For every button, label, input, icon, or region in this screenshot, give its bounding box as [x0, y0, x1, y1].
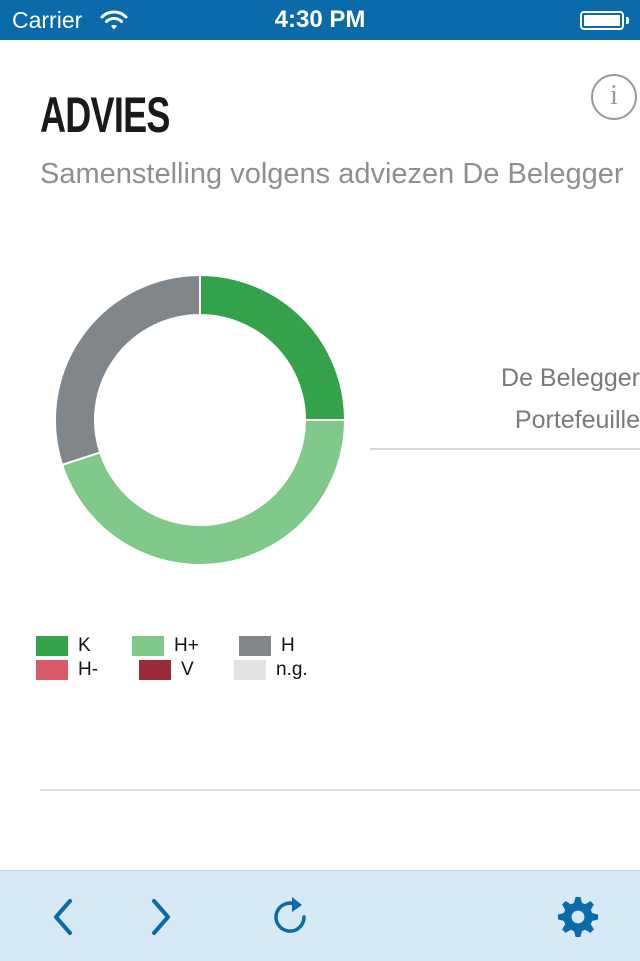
page-subtitle: Samenstelling volgens adviezen De Belegg…	[40, 158, 624, 190]
battery-tip	[626, 17, 629, 24]
legend-swatch	[36, 636, 68, 656]
legend-label: H	[281, 635, 295, 656]
status-bar: Carrier 4:30 PM	[0, 0, 640, 40]
info-icon[interactable]: i	[591, 74, 637, 120]
legend-label: n.g.	[276, 659, 308, 680]
page-title: ADVIES	[40, 87, 170, 143]
legend-label: V	[181, 659, 194, 680]
portfolio-label-line1: De Belegger	[501, 364, 640, 392]
donut-slice-k	[199, 273, 347, 421]
advies-donut-chart	[54, 273, 347, 566]
gear-icon[interactable]	[554, 895, 602, 939]
battery-fill	[584, 15, 620, 26]
legend-swatch	[36, 660, 68, 680]
refresh-icon[interactable]	[268, 895, 312, 939]
carrier-label: Carrier	[12, 7, 83, 33]
legend-swatch	[234, 660, 266, 680]
wifi-icon	[100, 10, 128, 30]
donut-slice-h	[54, 273, 201, 467]
divider	[40, 789, 640, 791]
legend-swatch	[132, 636, 164, 656]
legend-label: K	[78, 635, 91, 656]
portfolio-label-line2: Portefeuille	[514, 406, 640, 434]
legend-swatch	[139, 660, 171, 680]
status-time: 4:30 PM	[274, 6, 366, 33]
legend-swatch	[239, 636, 271, 656]
donut-slice-hplus	[60, 419, 347, 566]
portfolio-label[interactable]: De Belegger Portefeuille	[370, 364, 640, 450]
battery-icon	[580, 11, 624, 30]
legend-label: H+	[174, 635, 199, 656]
chevron-right-icon[interactable]	[146, 895, 176, 939]
legend-label: H-	[78, 659, 99, 680]
bottom-toolbar	[0, 870, 640, 961]
chevron-left-icon[interactable]	[48, 895, 78, 939]
